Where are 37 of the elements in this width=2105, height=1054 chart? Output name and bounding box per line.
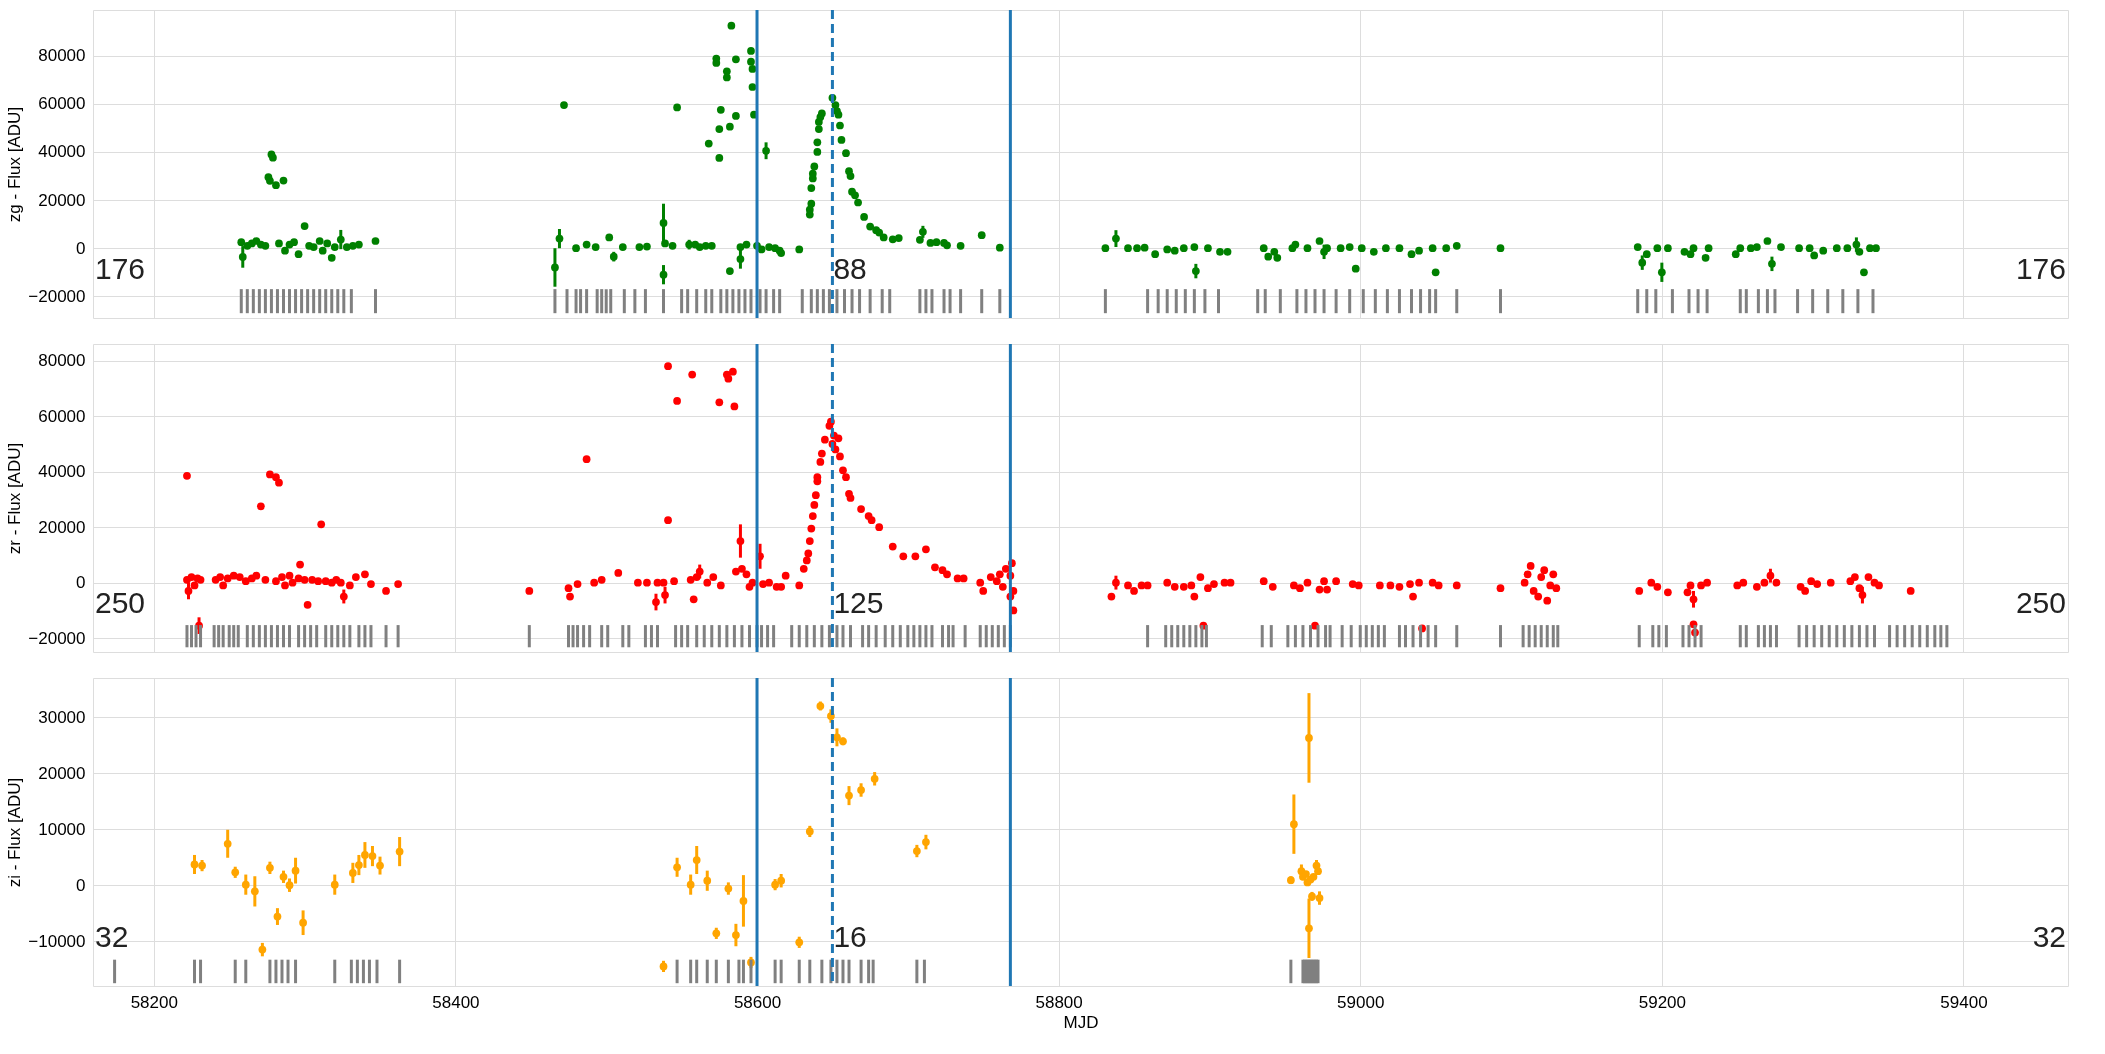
x-tick-label: 59200 <box>1638 992 1686 1012</box>
x-tick-label: 58800 <box>1035 992 1083 1012</box>
y-tick-label: −20000 <box>28 286 86 306</box>
x-axis-title: MJD <box>1063 1012 1099 1032</box>
y-tick-label: 30000 <box>38 707 86 727</box>
y-tick-label: 10000 <box>38 819 86 839</box>
annotation: 176 <box>2015 252 2066 286</box>
annotation: 88 <box>833 252 867 286</box>
y-axis-title: zi - Flux [ADU] <box>5 777 25 888</box>
y-tick-label: 20000 <box>38 763 86 783</box>
y-tick-label: 20000 <box>38 517 86 537</box>
y-tick-label: 0 <box>76 875 86 895</box>
x-tick-label: 58400 <box>432 992 480 1012</box>
annotation: 125 <box>833 586 884 620</box>
annotation: 176 <box>95 252 146 286</box>
annotation: 250 <box>95 586 146 620</box>
y-tick-label: 0 <box>76 573 86 593</box>
annotation: 32 <box>95 920 129 954</box>
y-tick-label: 60000 <box>38 94 86 114</box>
y-tick-label: 40000 <box>38 462 86 482</box>
y-axis-title: zr - Flux [ADU] <box>5 442 25 555</box>
y-tick-label: 20000 <box>38 190 86 210</box>
x-tick-label: 58200 <box>130 992 178 1012</box>
y-tick-label: 60000 <box>38 406 86 426</box>
x-tick-label: 58600 <box>733 992 782 1012</box>
y-tick-label: 80000 <box>38 46 86 66</box>
y-tick-label: 0 <box>76 238 86 258</box>
y-tick-label: 80000 <box>38 351 86 371</box>
x-tick-label: 59400 <box>1940 992 1988 1012</box>
y-tick-label: −10000 <box>28 931 86 951</box>
y-axis-title: zg - Flux [ADU] <box>5 106 25 223</box>
annotation: 250 <box>2015 586 2066 620</box>
x-tick-label: 59000 <box>1337 992 1385 1012</box>
annotation: 16 <box>833 920 867 954</box>
y-tick-label: −20000 <box>28 628 86 648</box>
y-tick-label: 40000 <box>38 142 86 162</box>
annotation: 32 <box>2032 920 2066 954</box>
